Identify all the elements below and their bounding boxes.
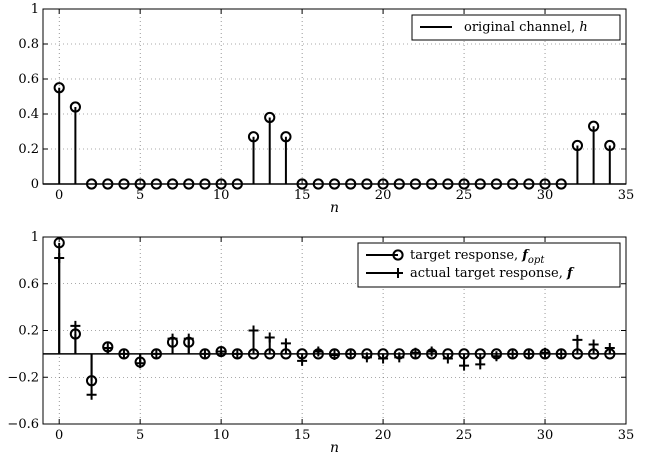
y-tick-label: 0.6 [18,72,39,87]
y-tick-label: 0.2 [18,324,39,339]
plus-marker [248,325,259,336]
legend-plus-marker [393,268,403,278]
y-tick-label: −0.6 [7,417,39,432]
plus-marker [523,348,534,359]
plus-marker [232,348,243,359]
plus-marker [70,320,81,331]
plus-marker [167,333,178,344]
plus-marker [118,348,129,359]
plus-marker [280,338,291,349]
plus-marker [329,350,340,361]
x-tick-label: 10 [213,428,230,443]
x-tick-label: 35 [618,428,635,443]
plus-marker [426,346,437,357]
legend-label: original channel, h [464,20,588,35]
circle-marker [247,131,260,143]
x-tick-label: 0 [55,188,63,203]
circle-marker [280,131,292,143]
plus-marker [475,359,486,370]
plus-marker [54,253,65,264]
circle-marker [604,139,616,152]
x-tick-label: 0 [55,428,63,443]
x-tick-label: 20 [375,428,392,443]
x-tick-label: 20 [375,188,392,203]
axes-frame [42,8,627,185]
circle-marker [53,82,65,94]
plus-marker [297,355,308,366]
plus-marker [313,346,324,357]
y-tick-label: 0.2 [18,142,39,157]
x-axis-label: n [330,440,339,456]
y-tick-label: 0.8 [18,37,39,52]
plus-marker [442,353,453,364]
plus-marker [459,360,470,371]
circle-marker [264,111,276,124]
x-tick-label: 5 [136,188,144,203]
x-axis-label: n [330,200,339,216]
y-tick-label: −0.2 [7,370,39,385]
plus-marker [216,346,227,357]
y-tick-label: 0.4 [18,107,39,122]
circle-marker [571,139,584,152]
plus-marker [540,347,551,358]
plus-marker [394,352,405,363]
x-tick-label: 15 [294,188,311,203]
y-tick-label: 1 [31,2,39,17]
plus-marker [86,389,97,400]
legend-circle-marker [392,249,404,261]
y-tick-label: 1 [31,230,39,245]
y-tick-label: 0 [31,177,39,192]
x-tick-label: 25 [456,188,473,203]
plus-marker [361,352,372,363]
plus-marker [378,353,389,364]
x-tick-label: 30 [537,188,554,203]
legend-label: actual target response, f [410,266,575,281]
legend-box [357,242,621,288]
x-tick-label: 35 [618,188,635,203]
plus-marker [588,339,599,350]
x-tick-label: 25 [456,428,473,443]
top-stem-chart: 0 5 10 15 20 25 30 35 0 0.2 0.4 0.6 0.8 1 n original ch… [18,2,634,216]
x-tick-label: 10 [213,188,230,203]
x-tick-label: 15 [294,428,311,443]
plus-marker [264,332,275,343]
x-tick-label: 30 [537,428,554,443]
plus-marker [135,358,146,369]
plus-marker [151,348,162,359]
circle-marker [69,101,81,113]
plus-marker [507,348,518,359]
plus-marker [491,351,502,362]
plus-marker [183,333,194,344]
bottom-stem-chart: 0 5 10 15 20 25 30 35 −0.6 −0.2 0.2 0.6 1 n target res… [7,230,634,456]
plus-marker [410,347,421,358]
legend: original channel, h [411,14,621,41]
plus-marker [604,343,615,354]
legend-label: target response, fopt [410,248,545,266]
series-actual [54,253,615,400]
plus-marker [199,348,210,359]
y-tick-label: 0.6 [18,277,39,292]
plus-marker [345,348,356,359]
plus-marker [102,343,113,354]
x-tick-label: 5 [136,428,144,443]
plus-marker [572,334,583,345]
plus-marker [556,348,567,359]
circle-marker [588,120,600,132]
